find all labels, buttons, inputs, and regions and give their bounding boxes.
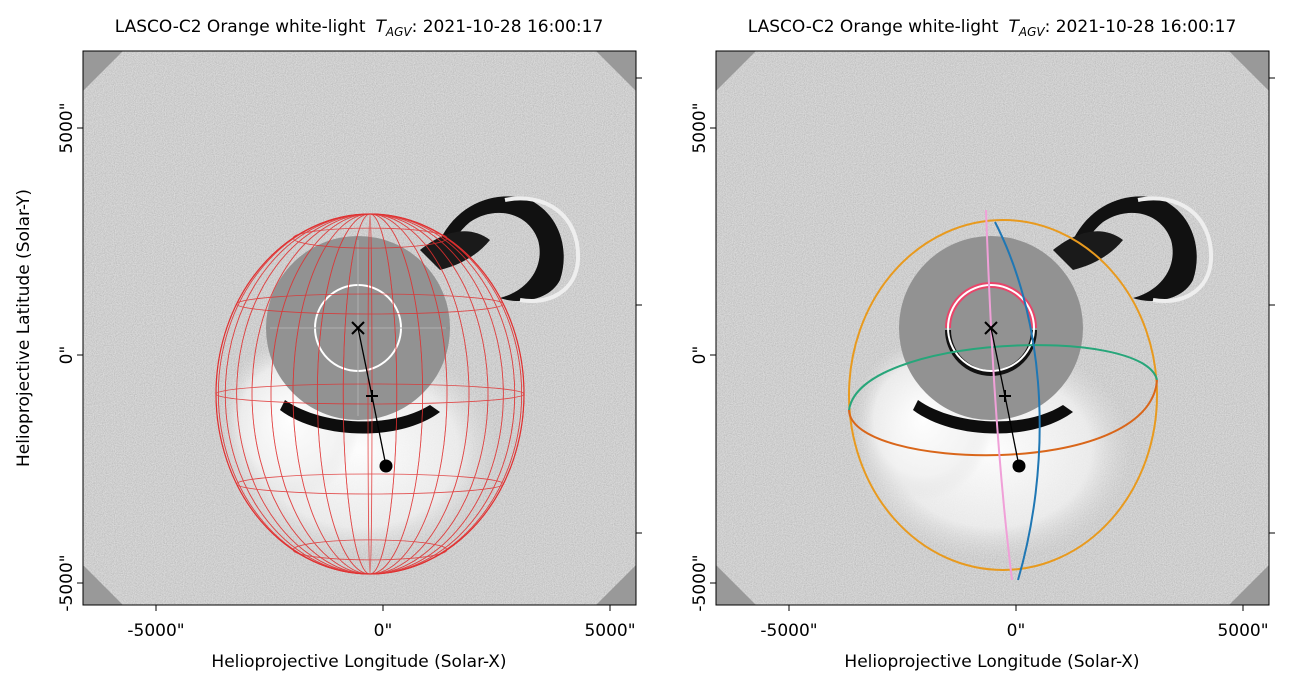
apex-point-marker [1012,459,1026,473]
ytick-label: -5000" [690,554,710,611]
title-time-symbol: T [376,17,388,37]
title-time-sub: AGV [1018,25,1046,39]
panel-right: -5000" 0" 5000" 5000" 0" -5000" Heliopro… [690,17,1275,672]
ytick-label: 5000" [57,102,77,153]
title-time-value: : 2021-10-28 16:00:17 [412,17,604,37]
xtick-label: 0" [374,621,393,641]
title-time-sub: AGV [385,25,413,39]
equator-front-curve [848,379,1158,457]
x-axis-label: Helioprojective Longitude (Solar-X) [844,652,1139,672]
midpoint-marker [999,390,1011,402]
tick-marks-right [710,77,1275,611]
ytick-label: 0" [57,346,77,365]
panel-title: LASCO-C2 Orange white-light TAGV: 2021-10… [748,17,1237,39]
ellipsoid-outline [848,219,1158,571]
panel-title: LASCO-C2 Orange white-light TAGV: 2021-10… [115,17,604,39]
title-prefix: LASCO-C2 Orange white-light [748,17,999,37]
xtick-label: -5000" [127,621,184,641]
title-prefix: LASCO-C2 Orange white-light [115,17,366,37]
axes-frame-left [82,50,637,606]
meridian-front-curve [994,221,1041,581]
coronagraph-image-left [83,51,636,605]
apex-point-marker [379,459,393,473]
ytick-label: 0" [690,346,710,365]
axes-frame-right [715,50,1270,606]
coronagraph-image-right [716,51,1269,605]
solar-limb-circle [947,284,1035,372]
sun-center-marker [351,321,365,335]
tick-marks-left [77,77,642,611]
xtick-label: 0" [1007,621,1026,641]
ytick-label: -5000" [57,554,77,611]
y-axis-label: Helioprojective Latitude (Solar-Y) [14,189,34,467]
panel-left: -5000" 0" 5000" 5000" 0" -5000" Heliopro… [14,17,642,672]
ytick-label: 5000" [690,102,710,153]
equator-back-curve [848,344,1158,411]
title-time-value: : 2021-10-28 16:00:17 [1045,17,1237,37]
sun-center-marker [984,321,998,335]
meridian-back-curve [985,209,1013,581]
xtick-label: 5000" [584,621,635,641]
midpoint-marker [366,390,378,402]
xtick-label: 5000" [1217,621,1268,641]
x-axis-label: Helioprojective Longitude (Solar-X) [211,652,506,672]
xtick-label: -5000" [760,621,817,641]
title-time-symbol: T [1009,17,1021,37]
